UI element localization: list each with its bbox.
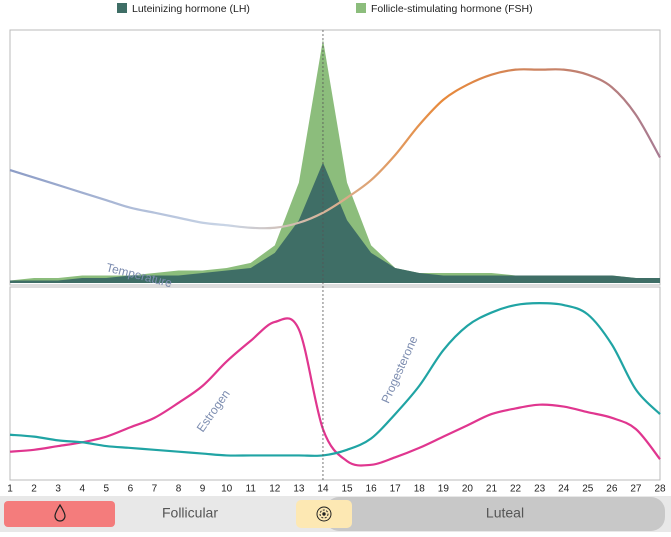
x-tick-label: 10 — [221, 484, 233, 495]
luteal-box — [325, 497, 665, 531]
x-tick-label: 11 — [246, 484, 257, 495]
x-tick-label: 16 — [366, 484, 378, 495]
x-tick-label: 27 — [630, 484, 642, 495]
x-tick-label: 14 — [317, 484, 329, 495]
x-tick-label: 25 — [582, 484, 594, 495]
drop-icon — [54, 503, 66, 522]
x-tick-label: 5 — [104, 484, 110, 495]
line — [9, 68, 661, 230]
x-tick-label: 24 — [558, 484, 570, 495]
x-tick-label: 9 — [200, 484, 206, 495]
legend-label: Follicle-stimulating hormone (FSH) — [371, 3, 533, 15]
curve-label: Progesterone — [378, 333, 420, 405]
x-tick-label: 15 — [341, 484, 353, 495]
x-tick-label: 2 — [31, 484, 37, 495]
curve-label: Temperature — [105, 260, 174, 290]
x-tick-label: 26 — [606, 484, 618, 495]
x-tick-label: 19 — [438, 484, 450, 495]
legend-swatch — [117, 3, 127, 13]
menstruation-box — [4, 501, 115, 527]
legend-swatch — [356, 3, 366, 13]
x-tick-label: 7 — [152, 484, 158, 495]
x-tick-label: 12 — [269, 484, 281, 495]
x-tick-label: 4 — [79, 484, 85, 495]
x-tick-label: 28 — [654, 484, 666, 495]
x-tick-label: 1 — [7, 484, 13, 495]
x-tick-label: 18 — [414, 484, 426, 495]
x-tick-label: 3 — [55, 484, 61, 495]
x-tick-label: 23 — [534, 484, 546, 495]
x-tick-label: 8 — [176, 484, 182, 495]
x-tick-label: 21 — [486, 484, 498, 495]
x-tick-label: 22 — [510, 484, 522, 495]
ovulation-icon — [316, 506, 332, 522]
area — [10, 162, 660, 283]
x-tick-label: 6 — [128, 484, 134, 495]
bottom-panel — [9, 286, 661, 481]
line — [9, 317, 661, 467]
curve-label: Estrogen — [194, 387, 233, 434]
phase-label: Follicular — [162, 505, 218, 521]
x-tick-label: 20 — [462, 484, 474, 495]
legend-label: Luteinizing hormone (LH) — [132, 3, 250, 15]
x-tick-label: 13 — [293, 484, 305, 495]
phase-label: Luteal — [486, 505, 524, 521]
line — [9, 302, 661, 457]
x-tick-label: 17 — [390, 484, 402, 495]
area — [10, 39, 660, 283]
